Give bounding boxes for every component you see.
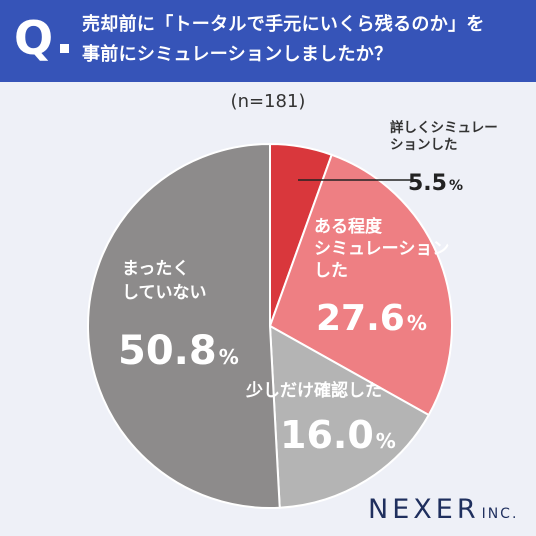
slice-label-2-line-3: した — [314, 261, 348, 281]
nexer-logo: NEXER INC. — [368, 494, 518, 525]
pie-slice-3 — [268, 324, 431, 509]
slice-unit-4: % — [219, 345, 239, 369]
question-line-2: 事前にシミュレーションしましたか？ — [82, 44, 393, 65]
slice-label-1-line-2: ションした — [390, 137, 458, 153]
slice-label-2-line-2: シミュレーション — [314, 239, 449, 259]
slice-unit-2: % — [407, 311, 427, 335]
slice-label-4-line-1: まったく — [122, 259, 189, 279]
pie-slice-2 — [268, 153, 453, 417]
question-dot-icon — [60, 44, 69, 53]
slice-unit-3: % — [376, 429, 396, 453]
question-header: Q 売却前に「トータルで手元にいくら残るのか」を 事前にシミュレーションしました… — [0, 0, 536, 82]
slice-unit-1: % — [449, 178, 463, 194]
slice-value-1: 5.5% — [408, 171, 463, 196]
pie-slice-4 — [87, 142, 281, 509]
logo-sub-text: INC. — [481, 506, 519, 522]
slice-label-4-line-2: していない — [122, 283, 207, 303]
question-mark-label: Q — [14, 11, 54, 65]
question-line-1: 売却前に「トータルで手元にいくら残るのか」を — [82, 14, 485, 35]
question-text: 売却前に「トータルで手元にいくら残るのか」を 事前にシミュレーションしましたか？ — [82, 10, 528, 70]
slice-label-2-line-1: ある程度 — [314, 216, 383, 237]
slice-label-1-line-1: 詳しくシミュレー — [390, 119, 498, 136]
slice-label-3-line-1: 少しだけ確認した — [245, 380, 382, 401]
logo-main-text: NEXER — [368, 494, 480, 525]
sample-size-label: (n=181) — [230, 91, 306, 112]
